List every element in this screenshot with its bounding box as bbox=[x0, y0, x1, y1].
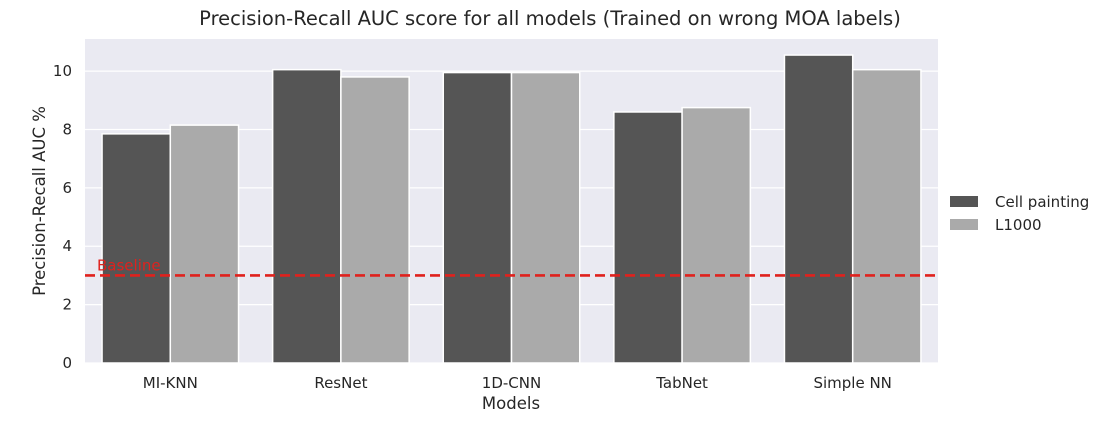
chart-title: Precision-Recall AUC score for all model… bbox=[199, 7, 901, 30]
y-tick-label: 6 bbox=[62, 179, 72, 197]
legend-label: L1000 bbox=[995, 216, 1042, 234]
x-axis-label: Models bbox=[482, 394, 540, 413]
x-tick-label: Simple NN bbox=[813, 374, 891, 392]
x-tick-labels: MI-KNN ResNet 1D-CNN TabNet Simple NN bbox=[143, 374, 892, 392]
bar bbox=[613, 111, 683, 364]
bar bbox=[681, 106, 752, 364]
x-tick-label: TabNet bbox=[655, 374, 708, 392]
bar bbox=[442, 71, 513, 364]
bar bbox=[340, 76, 410, 364]
x-tick-label: 1D-CNN bbox=[482, 374, 541, 392]
y-tick-label: 0 bbox=[62, 354, 72, 372]
bar bbox=[169, 124, 240, 364]
legend-swatch bbox=[950, 219, 978, 230]
bar bbox=[271, 68, 342, 364]
bar bbox=[851, 68, 922, 364]
y-tick-label: 10 bbox=[53, 62, 72, 80]
x-tick-label: MI-KNN bbox=[143, 374, 198, 392]
bar bbox=[783, 54, 854, 364]
legend: Cell painting L1000 bbox=[950, 193, 1089, 234]
y-tick-label: 4 bbox=[62, 237, 72, 255]
x-tick-label: ResNet bbox=[314, 374, 367, 392]
bars bbox=[101, 54, 922, 364]
bar bbox=[510, 71, 581, 364]
baseline-label: Baseline bbox=[97, 256, 161, 274]
legend-label: Cell painting bbox=[995, 193, 1089, 211]
y-tick-label: 2 bbox=[62, 296, 72, 314]
y-axis-label: Precision-Recall AUC % bbox=[30, 106, 49, 296]
y-tick-label: 8 bbox=[62, 120, 72, 138]
baseline: Baseline bbox=[85, 256, 938, 277]
legend-swatch bbox=[950, 196, 978, 207]
bar bbox=[101, 133, 172, 364]
y-tick-labels: 0 2 4 6 8 10 bbox=[53, 62, 72, 372]
